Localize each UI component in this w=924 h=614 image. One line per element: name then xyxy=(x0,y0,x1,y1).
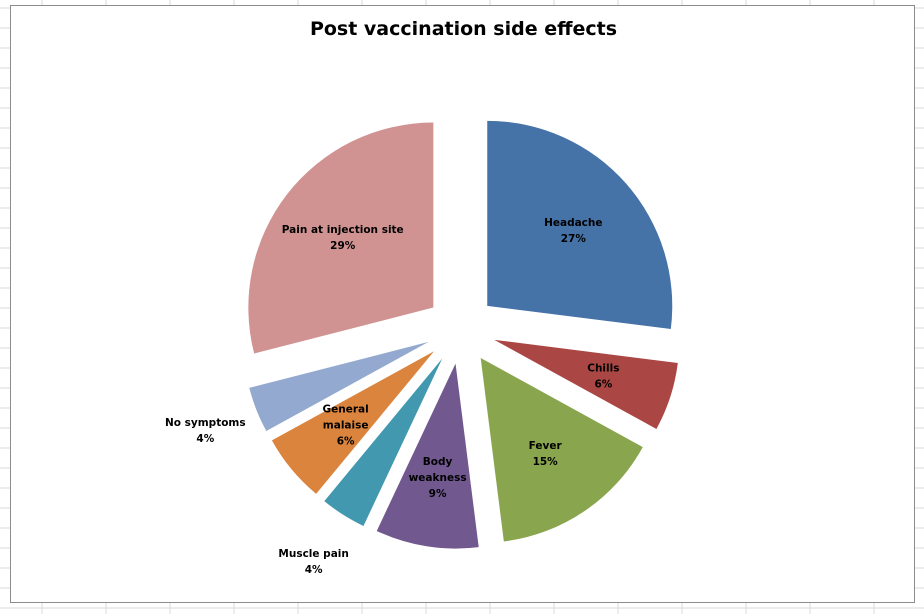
data-label-fever: Fever 15% xyxy=(529,440,563,468)
data-label-body-weakness: Body weakness 9% xyxy=(409,456,467,500)
chart-area[interactable]: Post vaccination side effects Headache 27… xyxy=(10,5,915,603)
chart-title: Post vaccination side effects xyxy=(309,18,618,40)
pie-slice-fever[interactable] xyxy=(480,357,643,542)
pie-slice-general-malaise[interactable] xyxy=(271,351,435,494)
data-label-no-symptoms: No symptoms 4% xyxy=(165,417,246,445)
data-label-muscle-pain: Muscle pain 4% xyxy=(278,548,348,576)
data-label-chills: Chills 6% xyxy=(587,362,619,390)
pie-slice-body-weakness[interactable] xyxy=(376,363,479,549)
data-label-general-malaise: General malaise 6% xyxy=(323,403,369,447)
pie-slice-pain-at-injection-site[interactable] xyxy=(248,122,434,354)
pie-slice-muscle-pain[interactable] xyxy=(324,358,443,526)
pie-slice-headache[interactable] xyxy=(487,120,673,330)
data-label-pain-at-injection-site: Pain at injection site 29% xyxy=(282,224,404,252)
pie-chart: Headache 27% Chills 6% Fever 15% Body weakness 9… xyxy=(165,120,678,576)
pie-slice-chills[interactable] xyxy=(494,339,678,429)
pie-slice-no-symptoms[interactable] xyxy=(249,341,429,432)
data-label-headache: Headache 27% xyxy=(544,217,602,245)
